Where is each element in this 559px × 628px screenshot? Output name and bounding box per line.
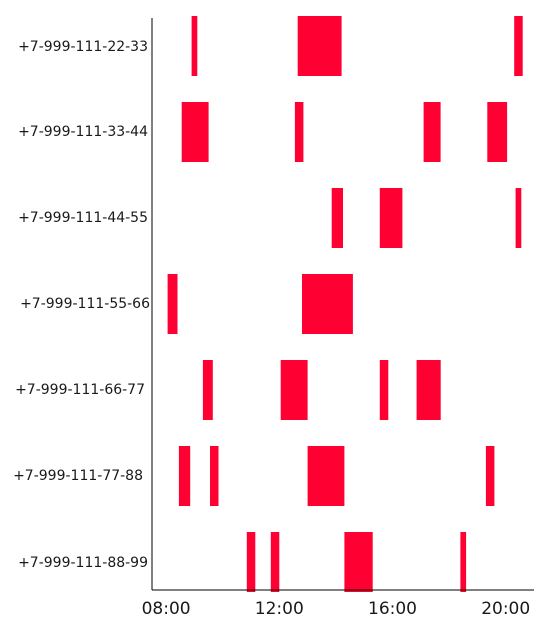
interval-bar — [416, 360, 441, 420]
x-tick-label: 16:00 — [368, 599, 417, 619]
interval-bar — [202, 360, 213, 420]
interval-bar — [191, 16, 198, 76]
interval-bar — [423, 102, 441, 162]
category-label: +7-999-111-77-88 — [13, 468, 143, 484]
interval-bar — [331, 188, 343, 248]
interval-bar — [270, 532, 280, 592]
interval-bar — [307, 446, 345, 506]
interval-bar — [210, 446, 219, 506]
x-tick-labels: 08:00 12:00 16:00 20:00 — [142, 599, 531, 619]
interval-bar — [302, 274, 353, 334]
category-label: +7-999-111-44-55 — [18, 210, 148, 226]
interval-bar — [178, 446, 191, 506]
x-tick-label: 08:00 — [142, 599, 191, 619]
interval-bar — [181, 102, 209, 162]
category-label: +7-999-111-33-44 — [18, 124, 148, 140]
category-label: +7-999-111-22-33 — [18, 39, 148, 55]
category-label: +7-999-111-88-99 — [18, 555, 148, 571]
interval-bar — [344, 532, 373, 592]
interval-bar — [514, 16, 523, 76]
interval-bar — [487, 102, 508, 162]
interval-bars — [167, 16, 523, 592]
interval-bar — [460, 532, 467, 592]
interval-bar — [297, 16, 342, 76]
interval-bar — [379, 188, 403, 248]
category-labels: +7-999-111-22-33 +7-999-111-33-44 +7-999… — [13, 39, 150, 571]
interval-bar — [485, 446, 495, 506]
x-tick-label: 12:00 — [255, 599, 304, 619]
interval-bar — [379, 360, 389, 420]
interval-bar — [280, 360, 308, 420]
interval-bar — [294, 102, 304, 162]
category-label: +7-999-111-55-66 — [20, 296, 150, 312]
category-label: +7-999-111-66-77 — [15, 382, 145, 398]
interval-bar — [246, 532, 256, 592]
interval-bar — [167, 274, 178, 334]
interval-bar — [515, 188, 522, 248]
x-tick-label: 20:00 — [481, 599, 530, 619]
